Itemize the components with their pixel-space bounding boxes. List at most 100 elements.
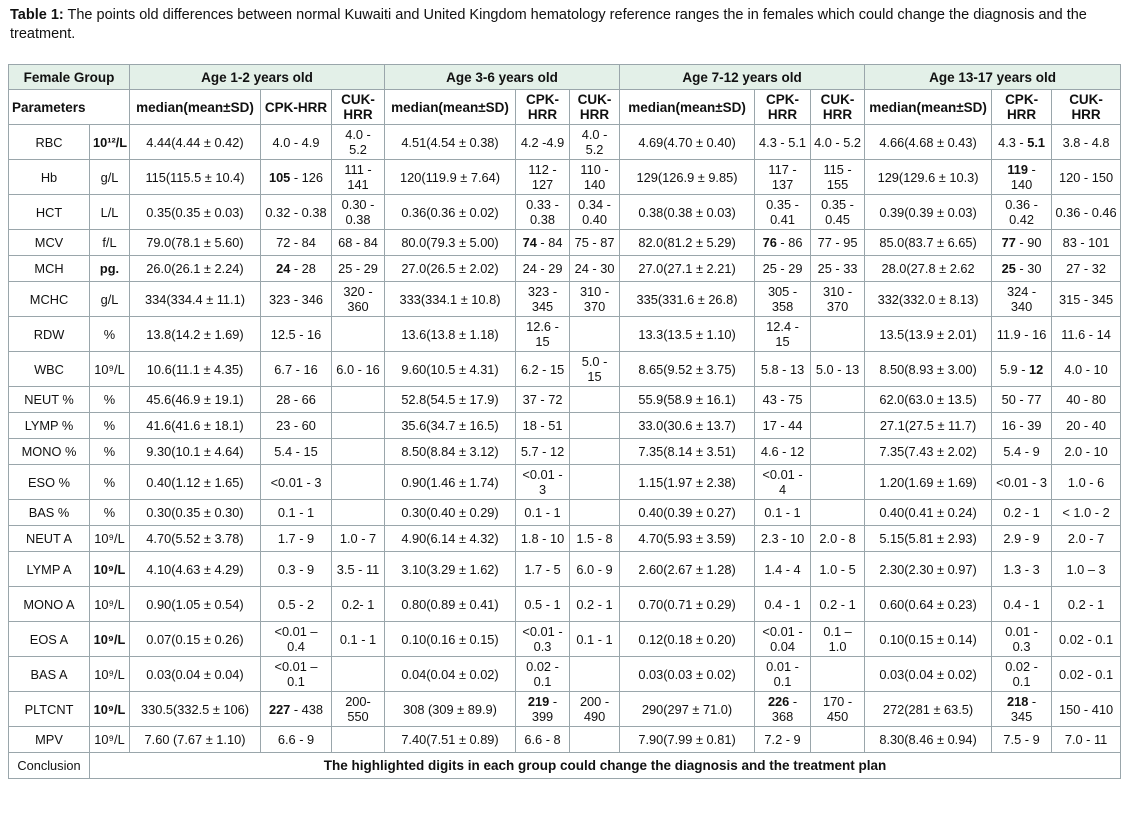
table-caption: Table 1: The points old differences betw…: [10, 6, 1122, 44]
range-text: 323 - 345: [527, 284, 558, 314]
table-row: NEUT %% 45.6(46.9 ± 19.1) 28 - 66 52.8(54.5…: [8, 386, 1122, 413]
cpk-range: 0.4 - 1: [991, 586, 1053, 622]
table-row: BAS %% 0.30(0.35 ± 0.30) 0.1 - 1 0.30(0.40 …: [8, 499, 1122, 526]
range-text: 5.7 - 12: [520, 444, 565, 459]
cpk-range: 323 - 345: [515, 281, 571, 317]
median-value: 10.6(11.1 ± 4.35): [129, 351, 261, 387]
cuk-range: 5.0 - 13: [810, 351, 866, 387]
range-text: 6.0 - 9: [576, 561, 613, 577]
range-text: 4.3 - 5.1: [759, 134, 806, 150]
median-value: 115(115.5 ± 10.4): [129, 159, 261, 195]
cpk-range: 25 - 29: [754, 255, 812, 282]
cpk-range: 218 - 345: [991, 691, 1053, 727]
range-text: 0.32 - 0.38: [265, 204, 327, 220]
range-text: 5.9 -: [999, 361, 1030, 377]
range-text: 0.36 - 0.46: [1055, 204, 1117, 220]
cpk-range: 4.0 - 4.9: [260, 124, 332, 160]
cpk-range: 12.5 - 16: [260, 316, 332, 352]
cuk-range: 20 - 40: [1051, 412, 1122, 439]
cuk-range: 27 - 32: [1051, 255, 1122, 282]
highlighted-digit: 12: [1029, 361, 1044, 377]
range-text: 0.4 - 1: [1003, 596, 1040, 612]
median-value: 13.5(13.9 ± 2.01): [864, 316, 993, 352]
cuk-range: [569, 726, 621, 753]
range-text: 40 - 80: [1066, 392, 1106, 407]
median-value: 4.44(4.44 ± 0.42): [129, 124, 261, 160]
range-text: 27 - 32: [1066, 261, 1106, 276]
cuk-range: [330, 726, 386, 753]
cpk-range: 0.32 - 0.38: [260, 194, 332, 230]
range-text: 0.02 - 0.1: [1005, 659, 1038, 689]
median-value: 0.10(0.16 ± 0.15): [384, 621, 517, 657]
cuk-range: 0.30 - 0.38: [330, 194, 386, 230]
cuk-range: 77 - 95: [810, 229, 866, 256]
cuk-range: [569, 316, 621, 352]
range-text: 315 - 345: [1059, 291, 1114, 307]
cpk-range: 4.3 - 5.1: [991, 124, 1053, 160]
table-row: MONO %% 9.30(10.1 ± 4.64) 5.4 - 15 8.50(8.8…: [8, 438, 1122, 465]
cpk-range: 226 - 368: [754, 691, 812, 727]
cpk-range: 11.9 - 16: [991, 316, 1053, 352]
median-value: 0.80(0.89 ± 0.41): [384, 586, 517, 622]
cpk-range: 6.2 - 15: [515, 351, 571, 387]
range-text: 0.36 - 0.42: [1005, 197, 1038, 227]
parameter-unit: 10⁹/L: [89, 351, 130, 387]
range-text: 4.0 - 4.9: [272, 134, 320, 150]
parameter-name: MONO %: [8, 438, 90, 465]
cpk-range: 105 - 126: [260, 159, 332, 195]
highlighted-digit: 105: [268, 169, 291, 185]
median-value: 13.3(13.5 ± 1.10): [619, 316, 756, 352]
range-text: 1.7 - 9: [277, 531, 315, 546]
parameter-name: NEUT A: [8, 525, 90, 552]
parameter-name: BAS %: [8, 499, 90, 526]
table-row: PLTCNT 10⁹/L 330.5(332.5 ± 106) 227 - 438 20…: [8, 691, 1122, 727]
cuk-range: 75 - 87: [569, 229, 621, 256]
range-text: 23 - 60: [276, 418, 316, 433]
range-text: 6.7 - 16: [274, 361, 318, 377]
cpk-range: 324 - 340: [991, 281, 1053, 317]
range-text: 323 - 346: [268, 291, 324, 307]
range-text: 24 - 29: [522, 261, 563, 276]
cuk-range: 3.5 - 11: [330, 551, 386, 587]
median-value: 7.40(7.51 ± 0.89): [384, 726, 517, 753]
range-text: 77 - 95: [817, 235, 858, 250]
range-text: 4.6 - 12: [760, 444, 805, 459]
cpk-range: 50 - 77: [991, 386, 1053, 413]
cpk-range: 0.4 - 1: [754, 586, 812, 622]
range-text: 6.6 - 8: [524, 732, 561, 747]
cpk-range: 6.6 - 9: [260, 726, 332, 753]
range-text: 0.1 - 1: [277, 505, 315, 520]
range-text: 12.4 - 15: [766, 319, 799, 349]
median-value: 0.90(1.46 ± 1.74): [384, 464, 517, 500]
range-text: 4.0 - 5.2: [814, 134, 862, 150]
range-text: 0.01 - 0.3: [1005, 624, 1038, 654]
table-row: MCV f/L 79.0(78.1 ± 5.60) 72 - 84 68 - 84 80.…: [8, 229, 1122, 256]
range-text: 0.2 - 1: [1067, 596, 1105, 612]
median-value: 7.35(7.43 ± 2.02): [864, 438, 993, 465]
range-text: 28 - 66: [276, 392, 316, 407]
range-text: - 90: [1015, 235, 1042, 250]
median-value: 0.35(0.35 ± 0.03): [129, 194, 261, 230]
cpk-range: 4.6 - 12: [754, 438, 812, 465]
median-value: 2.30(2.30 ± 0.97): [864, 551, 993, 587]
cpk-range: 119 - 140: [991, 159, 1053, 195]
range-text: 7.2 - 9: [764, 732, 801, 747]
cuk-header: CUK-HRR: [330, 89, 386, 125]
range-text: 1.3 - 3: [1003, 561, 1040, 577]
cuk-range: 200 - 490: [569, 691, 621, 727]
cpk-range: 112 - 127: [515, 159, 571, 195]
median-value: 4.10(4.63 ± 4.29): [129, 551, 261, 587]
caption-text: The points old differences between norma…: [10, 7, 1087, 42]
cpk-range: 16 - 39: [991, 412, 1053, 439]
cpk-range: <0.01 - 3: [515, 464, 571, 500]
cpk-range: 0.5 - 2: [260, 586, 332, 622]
parameter-name: BAS A: [8, 656, 90, 692]
median-value: 7.90(7.99 ± 0.81): [619, 726, 756, 753]
cuk-range: 4.0 - 5.2: [330, 124, 386, 160]
range-text: 0.02 - 0.1: [1059, 666, 1114, 682]
parameter-name: WBC: [8, 351, 90, 387]
cpk-range: 0.1 - 1: [754, 499, 812, 526]
range-text: 0.30 - 0.38: [341, 197, 375, 227]
cuk-range: 0.02 - 0.1: [1051, 621, 1122, 657]
parameter-unit: g/L: [89, 281, 130, 317]
